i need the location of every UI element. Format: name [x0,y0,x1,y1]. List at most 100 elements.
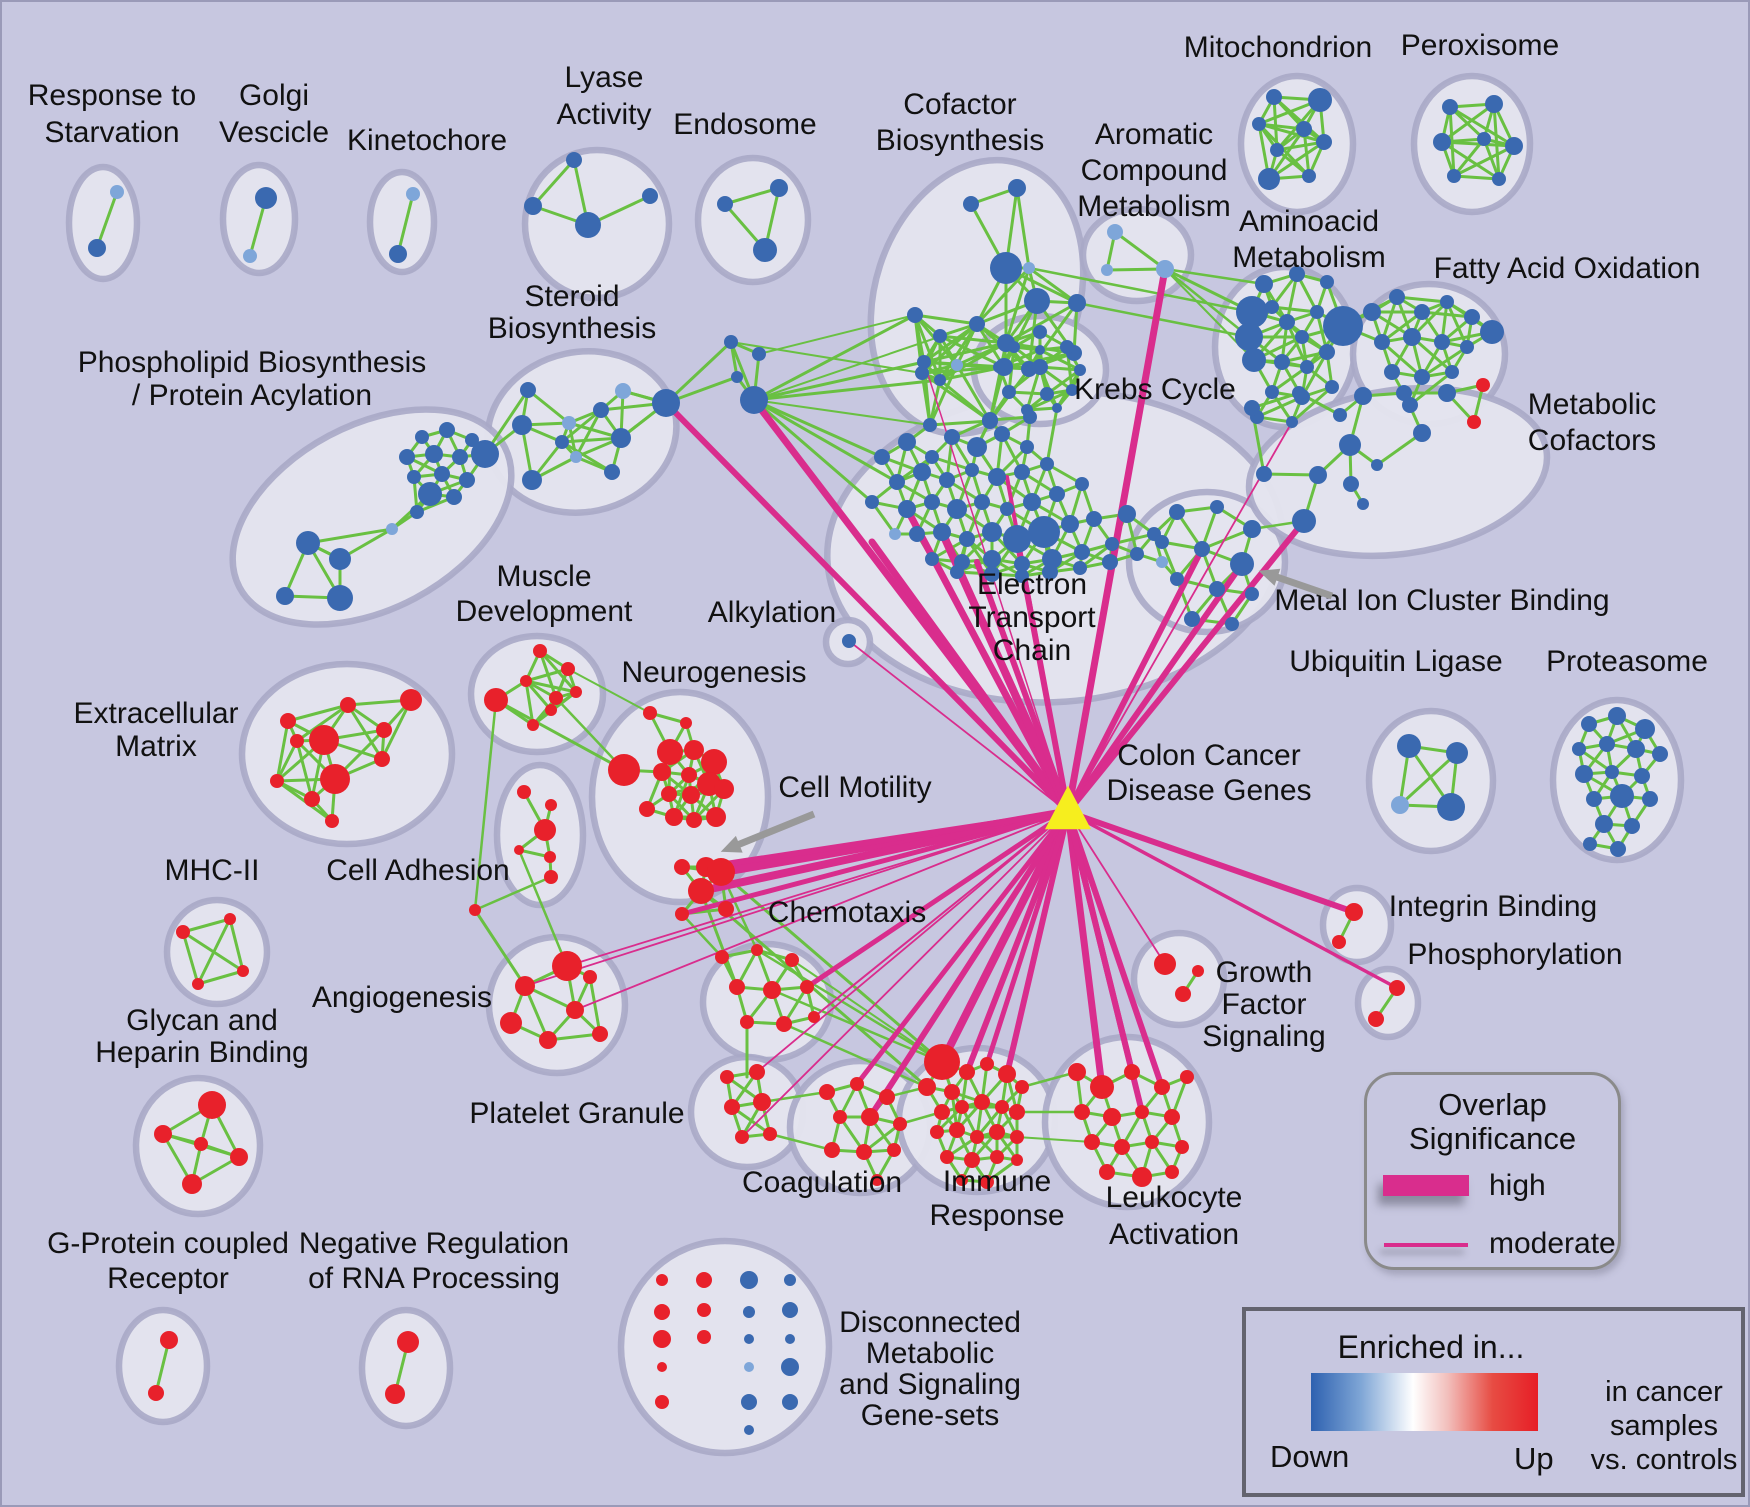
gene-set-node-phosphorylation[interactable] [1389,980,1405,996]
gene-set-node-fatty-acid[interactable] [1403,328,1421,346]
gene-set-node-cell-adhesion[interactable] [534,819,556,841]
gene-set-node-steroid[interactable] [604,464,620,480]
gene-set-node-chemotaxis[interactable] [800,980,814,994]
gene-set-node-etc[interactable] [939,472,955,488]
gene-set-node-etc[interactable] [1028,516,1060,548]
gene-set-node-leukocyte[interactable] [1074,1104,1090,1120]
gene-set-node-metal-ion[interactable] [1170,572,1184,586]
gene-set-node-chemotaxis[interactable] [808,1011,820,1023]
gene-set-node-disconnected[interactable] [781,1358,799,1376]
gene-set-node-cofactor-biosynthesis[interactable] [982,413,998,429]
gene-set-node-krebs[interactable] [1002,385,1016,399]
gene-set-node-etc[interactable] [965,463,979,477]
gene-set-node-proteasome[interactable] [1572,742,1586,756]
gene-set-node-proteasome[interactable] [1608,707,1626,725]
gene-set-node-aminoacid[interactable] [1279,314,1295,330]
gene-set-node-chemotaxis[interactable] [776,1016,792,1032]
gene-set-node-proteasome[interactable] [1575,765,1593,783]
gene-set-node-proteasome[interactable] [1635,719,1655,739]
gene-set-node-coagulation[interactable] [819,1084,835,1100]
gene-set-node-cell-adhesion[interactable] [545,799,557,811]
gene-set-node-disconnected[interactable] [740,1271,758,1289]
gene-set-node-metab-cofactors[interactable] [1413,424,1431,442]
gene-set-node-disconnected[interactable] [657,1362,667,1372]
gene-set-node-peroxisome[interactable] [1505,137,1523,155]
gene-set-node-golgi-vescicle[interactable] [255,187,277,209]
gene-set-node-cofactor-biosynthesis[interactable] [907,307,923,323]
gene-set-node-phosphorylation[interactable] [1368,1011,1384,1027]
gene-set-node-etc[interactable] [1014,464,1030,480]
gene-set-node-leukocyte[interactable] [1103,1108,1121,1126]
gene-set-node-etc[interactable] [950,565,964,579]
gene-set-node-phospholipid[interactable] [415,430,429,444]
gene-set-node-disconnected[interactable] [782,1302,798,1318]
gene-set-node-mini-hub[interactable] [731,371,743,383]
gene-set-node-glycan[interactable] [182,1174,202,1194]
gene-set-node-fatty-acid[interactable] [1414,304,1430,320]
gene-set-node-disconnected[interactable] [653,1330,671,1348]
gene-set-node-disconnected[interactable] [697,1303,711,1317]
gene-set-node-phospholipid[interactable] [446,489,462,505]
gene-set-node-neurogenesis[interactable] [661,786,677,802]
gene-set-node-etc[interactable] [1074,544,1090,560]
gene-set-node-ecm[interactable] [340,697,356,713]
gene-set-node-immune[interactable] [1015,1080,1029,1094]
gene-set-node-phospholipid[interactable] [452,449,468,465]
gene-set-node-glycan[interactable] [230,1148,248,1166]
gene-set-node-neurogenesis[interactable] [680,717,692,729]
gene-set-node-steroid[interactable] [562,416,576,430]
gene-set-node-krebs[interactable] [1060,340,1074,354]
gene-set-node-muscle-dev[interactable] [533,644,547,658]
gene-set-node-metab-cofactors[interactable] [1292,386,1306,400]
gene-set-node-connector[interactable] [469,904,481,916]
gene-set-node-metal-ion[interactable] [1210,500,1224,514]
gene-set-node-aminoacid[interactable] [1323,306,1363,346]
gene-set-node-cofactor-biosynthesis[interactable] [915,366,929,380]
gene-set-node-etc[interactable] [1061,515,1079,533]
gene-set-node-angiogenesis[interactable] [552,951,582,981]
gene-set-node-disconnected[interactable] [741,1394,757,1410]
gene-set-node-mitochondrion[interactable] [1270,143,1284,157]
gene-set-node-immune[interactable] [924,1044,960,1080]
gene-set-node-disconnected[interactable] [697,1330,711,1344]
gene-set-node-krebs[interactable] [1052,403,1062,413]
gene-set-node-immune[interactable] [970,1130,984,1144]
gene-set-node-negreg[interactable] [385,1384,405,1404]
gene-set-node-glycan[interactable] [194,1137,208,1151]
gene-set-node-angiogenesis[interactable] [592,1026,608,1042]
gene-set-node-ecm[interactable] [325,814,339,828]
gene-set-node-metab-cofactors[interactable] [1333,408,1347,422]
gene-set-node-angiogenesis[interactable] [500,1012,522,1034]
gene-set-node-aminoacid[interactable] [1320,275,1334,289]
gene-set-node-phospholipid[interactable] [296,531,320,555]
gene-set-node-immune[interactable] [1011,1154,1023,1166]
gene-set-node-mitochondrion[interactable] [1266,89,1282,105]
gene-set-node-etc[interactable] [1130,547,1144,561]
gene-set-node-proteasome[interactable] [1581,716,1597,732]
gene-set-node-leukocyte[interactable] [1084,1134,1100,1150]
gene-set-node-etc[interactable] [874,449,890,465]
gene-set-node-etc[interactable] [913,463,931,481]
gene-set-node-etc[interactable] [994,426,1010,442]
gene-set-node-phospholipid[interactable] [386,523,398,535]
gene-set-node-lyase-activity[interactable] [524,197,542,215]
colon-cancer-hub-node[interactable] [1045,785,1091,830]
gene-set-node-etc[interactable] [925,552,939,566]
gene-set-node-etc[interactable] [984,566,1000,582]
gene-set-node-peroxisome[interactable] [1492,172,1506,186]
gene-set-node-peroxisome[interactable] [1477,132,1491,146]
gene-set-node-disconnected[interactable] [744,1334,754,1344]
gene-set-node-cofactor-biosynthesis[interactable] [923,418,937,432]
gene-set-node-cell-adhesion[interactable] [517,785,531,799]
gene-set-node-aminoacid[interactable] [1255,275,1273,293]
gene-set-node-phospholipid[interactable] [276,587,294,605]
gene-set-node-etc[interactable] [1000,502,1014,516]
gene-set-node-angiogenesis[interactable] [583,970,597,984]
gene-set-node-metal-ion[interactable] [1245,587,1259,601]
gene-set-node-muscle-dev[interactable] [545,704,557,716]
gene-set-node-fatty-acid[interactable] [1374,334,1390,350]
gene-set-node-leukocyte[interactable] [1135,1105,1149,1119]
gene-set-node-peroxisome[interactable] [1447,169,1461,183]
gene-set-node-peroxisome[interactable] [1485,95,1503,113]
gene-set-node-leukocyte[interactable] [1090,1075,1114,1099]
